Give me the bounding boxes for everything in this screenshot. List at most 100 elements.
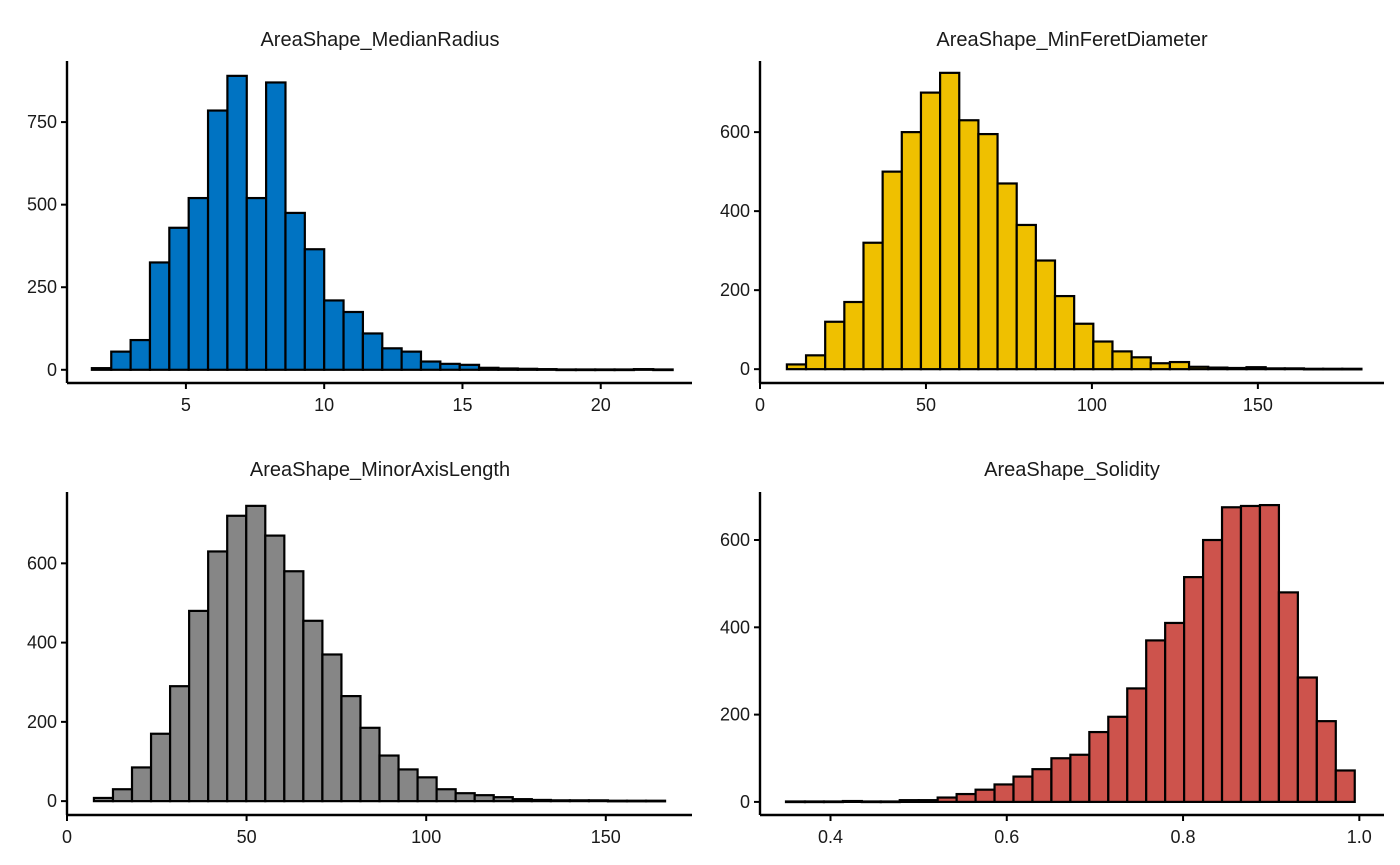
histogram-bar (340, 694, 362, 803)
histogram-bar (1258, 503, 1281, 803)
panel-title: AreaShape_MinFeretDiameter (936, 29, 1208, 51)
histogram-bar (574, 368, 597, 372)
histogram-bar (245, 196, 268, 371)
histogram-bar (881, 170, 903, 371)
histogram-bar (416, 776, 438, 803)
x-tick-label: 100 (411, 827, 441, 847)
histogram-bar (824, 320, 846, 371)
x-tick-label: 20 (591, 395, 611, 415)
histogram-bar (439, 362, 461, 371)
histogram-bar (1073, 322, 1095, 371)
panel-title: AreaShape_MedianRadius (260, 29, 499, 51)
histogram-bar (1031, 768, 1053, 804)
histogram-bar (625, 799, 648, 803)
histogram-bar (361, 332, 384, 371)
histogram-bar (996, 182, 1018, 371)
y-tick-label: 400 (27, 633, 57, 653)
histogram-bar (302, 619, 324, 803)
histogram-bar (1187, 365, 1210, 371)
histogram-bar (1130, 356, 1152, 371)
histogram-bar (1226, 366, 1248, 371)
histogram-bar (919, 91, 942, 371)
x-tick-label: 0.8 (1171, 827, 1196, 847)
x-tick-label: 100 (1077, 395, 1107, 415)
histogram-bar (1015, 223, 1037, 371)
histogram-bar (397, 768, 419, 803)
histogram-bar (1126, 687, 1148, 804)
y-tick-label: 0 (47, 360, 57, 380)
histogram-bar (530, 798, 552, 803)
x-tick-label: 50 (237, 827, 257, 847)
histogram-bar (1034, 259, 1057, 371)
y-tick-label: 750 (27, 112, 57, 132)
histogram-bar (1277, 591, 1299, 804)
histogram-bar (226, 514, 248, 803)
histogram-bar (803, 800, 826, 804)
x-tick-label: 5 (181, 395, 191, 415)
histogram-bar (785, 363, 808, 371)
x-tick-label: 0 (62, 827, 72, 847)
y-tick-label: 200 (720, 705, 750, 725)
histogram-bar (129, 338, 152, 371)
y-tick-label: 250 (27, 277, 57, 297)
histogram-bar (977, 132, 999, 371)
histogram-bar (632, 368, 655, 371)
histogram-bar (226, 74, 248, 371)
x-tick-label: 0 (755, 395, 765, 415)
histogram-bar (1164, 621, 1186, 804)
panel-title: AreaShape_Solidity (984, 459, 1160, 481)
x-tick-label: 1.0 (1347, 827, 1372, 847)
y-tick-label: 200 (720, 280, 750, 300)
histogram-bar (168, 226, 190, 371)
y-tick-label: 400 (720, 617, 750, 637)
x-tick-label: 150 (1243, 395, 1273, 415)
histogram-bar (130, 766, 153, 803)
histogram-bar (594, 368, 616, 372)
histogram-bar (381, 347, 403, 371)
histogram-bar (1296, 676, 1318, 804)
histogram-bar (187, 196, 210, 371)
y-tick-label: 400 (720, 201, 750, 221)
histogram-bar (822, 800, 844, 804)
histogram-bar (613, 368, 636, 372)
histogram-bar (1183, 576, 1205, 803)
histogram-bar (492, 796, 514, 803)
histogram-bar (549, 799, 571, 803)
histogram-bar (378, 754, 400, 803)
histogram-bar (110, 350, 132, 371)
histogram-bar (1264, 367, 1286, 371)
x-tick-label: 0.4 (818, 827, 843, 847)
histogram-bar (283, 570, 305, 803)
histogram-bar (265, 81, 287, 371)
histogram-bar (148, 261, 171, 371)
histogram-bar (1334, 769, 1356, 804)
histogram-bar (862, 241, 884, 371)
histogram-bar (1245, 366, 1267, 371)
histogram-bar (342, 310, 365, 371)
histogram-bar (1145, 639, 1167, 804)
histogram-bar (1092, 340, 1114, 371)
histogram-bar (359, 726, 381, 803)
histogram-bar (804, 354, 827, 371)
histogram-bar (473, 794, 495, 803)
panel-min-feret-diameter: AreaShape_MinFeretDiameter 0 200 400 600 0 50… (720, 29, 1384, 415)
histogram-bar (958, 119, 980, 371)
x-tick-label: 150 (591, 827, 621, 847)
y-tick-label: 0 (740, 792, 750, 812)
y-tick-label: 600 (720, 530, 750, 550)
histogram-bar (458, 363, 481, 371)
x-tick-label: 15 (452, 395, 472, 415)
histogram-bar (1322, 367, 1344, 371)
histogram-bar (1111, 350, 1133, 371)
histogram-bar (400, 350, 423, 371)
histogram-bar (207, 550, 229, 803)
histogram-bar (477, 366, 500, 371)
histogram-bar (245, 504, 267, 803)
histogram-bar (1302, 367, 1325, 371)
histogram-bar (536, 368, 558, 371)
histogram-bar (917, 799, 939, 804)
histogram-bar (419, 360, 442, 371)
histogram-bar (1315, 720, 1337, 804)
histogram-bar (321, 653, 343, 803)
